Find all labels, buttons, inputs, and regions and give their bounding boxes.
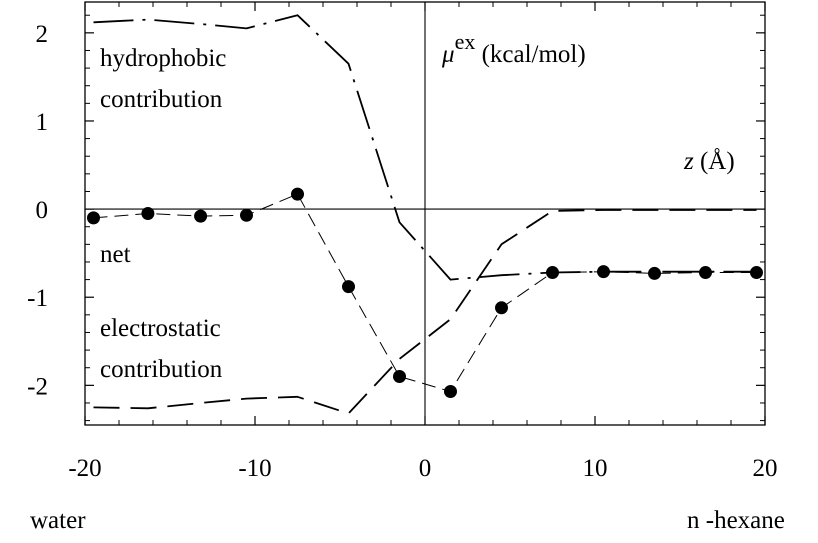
series-point-net (87, 211, 100, 225)
y-axis-label-mu: μ (441, 41, 455, 68)
series-point-net (750, 266, 763, 280)
x-tick-label: 0 (419, 455, 432, 482)
series-point-net (393, 370, 406, 384)
x-tick-label: 10 (583, 455, 608, 482)
series-line-electrostatic (93, 209, 757, 415)
electrostatic-label-line1: electrostatic (100, 315, 221, 342)
series-point-net (648, 266, 661, 280)
series-point-net (194, 209, 208, 223)
series-point-net (291, 187, 304, 201)
x-axis-label-z: z (683, 148, 694, 175)
series-point-net (342, 280, 355, 294)
y-axis-label-unit: (kcal/mol) (475, 41, 585, 68)
electrostatic-label-line2: contribution (100, 356, 223, 383)
y-axis-label-sup: ex (455, 29, 476, 54)
x-tick-label: 20 (753, 455, 778, 482)
series-point-net (240, 208, 253, 222)
series-point-net (141, 207, 155, 220)
zero-axes (85, 2, 765, 425)
water-label: water (30, 507, 86, 534)
net-label: net (100, 241, 131, 268)
y-tick-label: 0 (36, 197, 49, 224)
x-axis-label: z (Å) (683, 148, 735, 175)
y-tick-label: 1 (36, 109, 49, 136)
series-layer (87, 14, 763, 415)
y-axis-label: μex (kcal/mol) (441, 29, 586, 68)
series-point-net (597, 265, 610, 279)
x-tick-label: -10 (238, 455, 271, 482)
series-point-net (444, 385, 457, 399)
series-line-net (93, 193, 757, 392)
hydrophobic-label-line1: hydrophobic (100, 45, 226, 72)
y-tick-label: 2 (36, 21, 49, 48)
x-tick-label: -20 (68, 455, 101, 482)
series-point-net (699, 266, 712, 280)
y-tick-label: -2 (27, 373, 48, 400)
series-point-net (546, 266, 559, 280)
hexane-label: n -hexane (687, 507, 785, 534)
series-point-net (495, 301, 508, 315)
y-tick-label: -1 (27, 285, 48, 312)
hydrophobic-label-line2: contribution (100, 86, 223, 113)
x-axis-label-unit: (Å) (694, 148, 735, 175)
